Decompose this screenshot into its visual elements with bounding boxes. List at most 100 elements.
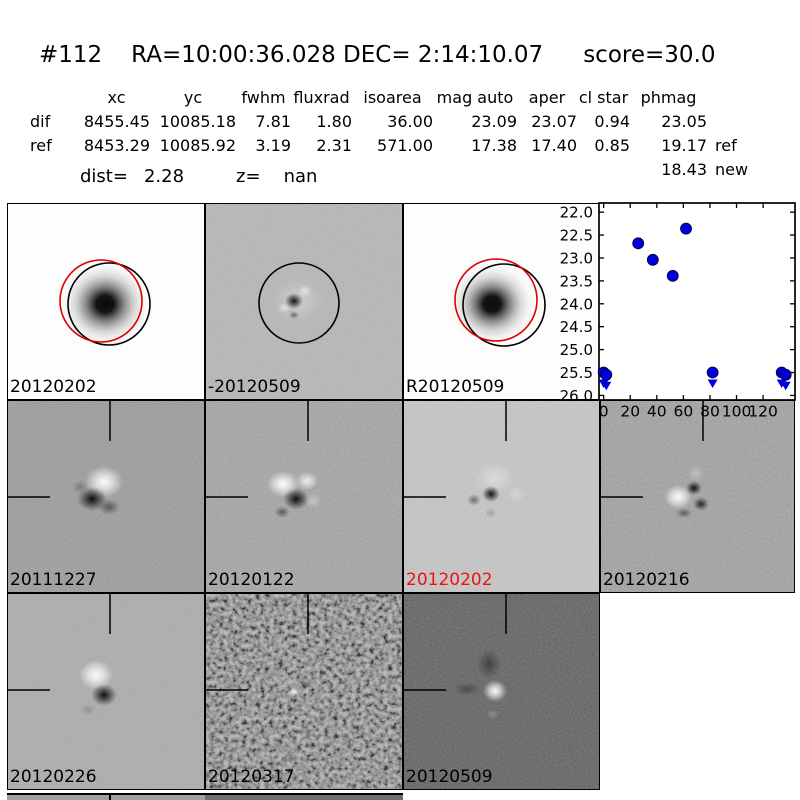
candidate-score: score=30.0 (583, 42, 716, 68)
table-cell: 8455.45 (83, 112, 150, 131)
header-spacer (0, 89, 83, 107)
diff-cutout-20120216: 20120216 (600, 400, 795, 593)
row-label: dif (30, 112, 51, 131)
table-cell: 36.00 (387, 112, 433, 131)
diff-image (8, 401, 204, 592)
diff-image (404, 594, 599, 789)
column-header: isoarea (363, 88, 422, 107)
table-cell: 23.05 (661, 112, 707, 131)
column-header: cl star (578, 88, 629, 107)
diff-cutout-20120202-highlighted: 20120202 (403, 400, 600, 593)
table-cell: 8453.29 (83, 136, 150, 155)
figure-title: #112 RA=10:00:36.028 DEC= 2:14:10.07 sco… (39, 42, 715, 68)
stamp-image (206, 204, 402, 399)
cutout-date-label: -20120509 (208, 377, 301, 397)
x-tick-label: 80 (700, 403, 720, 421)
cutout-date-label: 20120509 (406, 767, 493, 787)
diff-image (601, 401, 794, 592)
diff-image (404, 401, 599, 592)
data-point (632, 237, 645, 250)
aperture-circle (67, 262, 151, 346)
data-point (680, 222, 692, 235)
column-header: fluxrad (293, 88, 350, 107)
row-suffix (707, 113, 767, 131)
y-tick-label: 24.5 (560, 318, 593, 336)
column-header: mag auto (436, 88, 514, 107)
redshift-value: nan (283, 166, 318, 187)
table-cell: 7.81 (255, 112, 291, 131)
aperture-circle (258, 262, 340, 344)
y-tick-label: 23.5 (560, 272, 593, 290)
upper-limit-arrow (780, 381, 791, 391)
y-tick-label: 22.5 (560, 227, 593, 245)
table-row: dif 8455.45 10085.18 7.81 1.80 36.00 23.09 23.0… (0, 113, 767, 131)
row-label (0, 161, 83, 179)
y-tick-label: 25.0 (560, 341, 593, 359)
data-point (600, 368, 613, 381)
table-cell: 2.31 (316, 136, 352, 155)
table-cell: 0.94 (594, 112, 630, 131)
diff-cutout-20120509: 20120509 (403, 593, 600, 790)
distance-redshift-line: dist= 2.28 z= nan (80, 166, 317, 187)
table-cell: 23.09 (471, 112, 517, 131)
diff-cutout-20111227: 20111227 (7, 400, 205, 593)
residual-positive-blob (664, 485, 692, 509)
diff-cutout-20120122: 20120122 (205, 400, 403, 593)
column-header: phmag (640, 88, 697, 107)
upper-limit-arrow (776, 379, 787, 389)
column-header: fwhm (241, 88, 286, 107)
table-cell (577, 161, 630, 179)
table-cell: 3.19 (255, 136, 291, 155)
upper-limit-arrow (601, 381, 612, 391)
table-cell: 1.80 (316, 112, 352, 131)
y-tick-label: 26.0 (560, 387, 593, 405)
psf-blob (444, 259, 540, 349)
y-tick-label: 22.0 (560, 204, 593, 222)
stamp-image (404, 204, 599, 399)
column-header: yc (183, 88, 203, 107)
table-header-row: xc yc fwhm fluxrad isoarea mag auto aper cl sta… (0, 89, 707, 107)
table-cell: 17.40 (531, 136, 577, 155)
plot-frame (598, 202, 796, 401)
candidate-id: #112 (39, 42, 103, 68)
cutout-date-label: R20120509 (406, 377, 505, 397)
x-tick-label: 0 (599, 403, 609, 421)
cutout-date-label: 20111227 (10, 570, 97, 590)
column-header: aper (528, 88, 566, 107)
y-tick-label: 24.0 (560, 295, 593, 313)
table-row: 18.43 new (0, 161, 767, 179)
row-label: ref (30, 136, 52, 155)
next-row-sliver (205, 793, 403, 800)
diff-cutout-20120317: 20120317 (205, 593, 403, 790)
table-cell: 17.38 (471, 136, 517, 155)
residual-negative-blob (285, 293, 303, 309)
diff-image (206, 594, 402, 789)
cutout-date-label: 20120122 (208, 570, 295, 590)
column-header: xc (107, 88, 126, 107)
y-tick-label: 23.0 (560, 249, 593, 267)
residual-negative-blob (283, 488, 309, 510)
x-tick-label: 20 (620, 403, 640, 421)
row-suffix: new (715, 160, 749, 179)
table-cell: 10085.18 (159, 112, 236, 131)
table-cell: 571.00 (377, 136, 433, 155)
diff-image (206, 401, 402, 592)
cutout-date-label: 20120317 (208, 767, 295, 787)
data-point (779, 368, 792, 381)
residual-negative-blob (686, 481, 702, 495)
diff-cutout-20120226: 20120226 (7, 593, 205, 790)
psf-blob (55, 257, 155, 351)
diff-image (8, 594, 204, 789)
cutout-date-label: 20120202 (406, 570, 493, 590)
x-tick-label: 40 (647, 403, 667, 421)
dist-value: 2.28 (143, 166, 185, 187)
cutout-ref-stamp-20120509: R20120509 (403, 203, 600, 400)
x-tick-label: 120 (748, 403, 778, 421)
table-cell: 23.07 (531, 112, 577, 131)
table-cell: 0.85 (594, 136, 630, 155)
cutout-diff-stamp-20120509: -20120509 (205, 203, 403, 400)
table-row: ref 8453.29 10085.92 3.19 2.31 571.00 17.38 17.… (0, 137, 767, 155)
row-suffix: ref (715, 136, 737, 155)
